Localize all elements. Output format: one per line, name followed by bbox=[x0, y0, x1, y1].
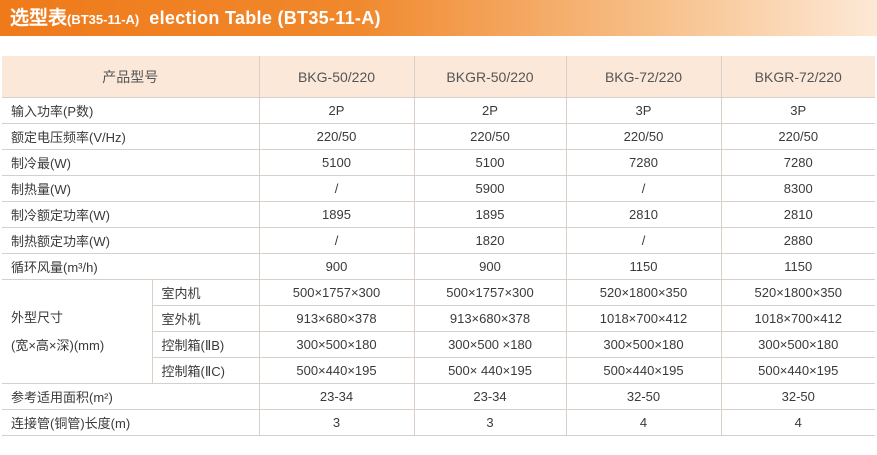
sub-row-label: 控制箱(ⅡB) bbox=[152, 331, 260, 358]
cell-value: 2810 bbox=[566, 201, 722, 228]
cell-value: 913×680×378 bbox=[414, 305, 567, 332]
row-label: 循环风量(m³/h) bbox=[2, 253, 260, 280]
cell-value: 2P bbox=[414, 97, 567, 124]
table-row: 参考适用面积(m²) 23-34 23-34 32-50 32-50 bbox=[2, 383, 875, 410]
cell-value: 2P bbox=[259, 97, 415, 124]
cell-value: 3P bbox=[721, 97, 875, 124]
cell-value: 2880 bbox=[721, 227, 875, 254]
cell-value: 900 bbox=[259, 253, 415, 280]
cell-value: 23-34 bbox=[414, 383, 567, 410]
row-label: 输入功率(P数) bbox=[2, 97, 260, 124]
cell-value: / bbox=[259, 227, 415, 254]
table-row: 连接管(铜管)长度(m) 3 3 4 4 bbox=[2, 409, 875, 436]
cell-value: 220/50 bbox=[721, 123, 875, 150]
cell-value: 3 bbox=[259, 409, 415, 436]
table-row: 制热额定功率(W) / 1820 / 2880 bbox=[2, 227, 875, 254]
cell-value: 300×500×180 bbox=[259, 331, 415, 358]
table-row: 控制箱(ⅡB) 300×500×180 300×500 ×180 300×500… bbox=[2, 331, 875, 358]
cell-value: 913×680×378 bbox=[259, 305, 415, 332]
cell-value: 1895 bbox=[414, 201, 567, 228]
row-label: 制冷最(W) bbox=[2, 149, 260, 176]
cell-value: 500×1757×300 bbox=[414, 279, 567, 306]
sub-row-label: 控制箱(ⅡC) bbox=[152, 357, 260, 384]
cell-value: 1018×700×412 bbox=[566, 305, 722, 332]
cell-value: / bbox=[566, 227, 722, 254]
header-model: BKGR-50/220 bbox=[414, 56, 567, 98]
cell-value: 300×500×180 bbox=[721, 331, 875, 358]
cell-value: 300×500 ×180 bbox=[414, 331, 567, 358]
cell-value: 1150 bbox=[566, 253, 722, 280]
cell-value: 5900 bbox=[414, 175, 567, 202]
cell-value: 520×1800×350 bbox=[721, 279, 875, 306]
row-label: 额定电压频率(V/Hz) bbox=[2, 123, 260, 150]
sub-row-label: 室内机 bbox=[152, 279, 260, 306]
sub-row-label: 室外机 bbox=[152, 305, 260, 332]
row-label: 制冷额定功率(W) bbox=[2, 201, 260, 228]
cell-value: 300×500×180 bbox=[566, 331, 722, 358]
cell-value: 23-34 bbox=[259, 383, 415, 410]
dimensions-label-line2: (宽×高×深)(mm) bbox=[11, 337, 105, 353]
cell-value: 1895 bbox=[259, 201, 415, 228]
header-model: BKG-72/220 bbox=[566, 56, 722, 98]
title-bar: 选型表(BT35-11-A) election Table (BT35-11-A) bbox=[0, 0, 877, 36]
cell-value: 5100 bbox=[414, 149, 567, 176]
cell-value: 520×1800×350 bbox=[566, 279, 722, 306]
title-en: election Table (BT35-11-A) bbox=[149, 8, 381, 28]
table-row: 外型尺寸 (宽×高×深)(mm) 室内机 500×1757×300 500×17… bbox=[2, 279, 875, 384]
title-cn: 选型表 bbox=[10, 8, 68, 29]
cell-value: 500×440×195 bbox=[259, 357, 415, 384]
table-row: 控制箱(ⅡC) 500×440×195 500× 440×195 500×440… bbox=[2, 357, 875, 384]
row-label: 连接管(铜管)长度(m) bbox=[2, 409, 260, 436]
cell-value: 1150 bbox=[721, 253, 875, 280]
table-row: 额定电压频率(V/Hz) 220/50 220/50 220/50 220/50 bbox=[2, 123, 875, 150]
table-title: 选型表(BT35-11-A) election Table (BT35-11-A) bbox=[10, 5, 381, 33]
header-model: BKG-50/220 bbox=[259, 56, 415, 98]
cell-value: 4 bbox=[721, 409, 875, 436]
cell-value: 220/50 bbox=[259, 123, 415, 150]
title-code: (BT35-11-A) bbox=[67, 12, 140, 27]
cell-value: 3P bbox=[566, 97, 722, 124]
table-row: 制冷额定功率(W) 1895 1895 2810 2810 bbox=[2, 201, 875, 228]
cell-value: 32-50 bbox=[566, 383, 722, 410]
cell-value: 7280 bbox=[566, 149, 722, 176]
cell-value: / bbox=[566, 175, 722, 202]
dimensions-group-label: 外型尺寸 (宽×高×深)(mm) bbox=[2, 279, 153, 384]
cell-value: 500× 440×195 bbox=[414, 357, 567, 384]
cell-value: / bbox=[259, 175, 415, 202]
table-row: 循环风量(m³/h) 900 900 1150 1150 bbox=[2, 253, 875, 280]
selection-table: 产品型号 BKG-50/220 BKGR-50/220 BKG-72/220 B… bbox=[2, 56, 875, 436]
cell-value: 1820 bbox=[414, 227, 567, 254]
cell-value: 500×440×195 bbox=[721, 357, 875, 384]
row-label: 制热量(W) bbox=[2, 175, 260, 202]
cell-value: 3 bbox=[414, 409, 567, 436]
cell-value: 220/50 bbox=[414, 123, 567, 150]
cell-value: 220/50 bbox=[566, 123, 722, 150]
row-label: 参考适用面积(m²) bbox=[2, 383, 260, 410]
table-row: 制冷最(W) 5100 5100 7280 7280 bbox=[2, 149, 875, 176]
cell-value: 500×1757×300 bbox=[259, 279, 415, 306]
cell-value: 8300 bbox=[721, 175, 875, 202]
header-model-label: 产品型号 bbox=[2, 56, 260, 98]
cell-value: 900 bbox=[414, 253, 567, 280]
dimensions-label-line1: 外型尺寸 bbox=[11, 309, 64, 325]
header-model: BKGR-72/220 bbox=[721, 56, 875, 98]
cell-value: 7280 bbox=[721, 149, 875, 176]
cell-value: 2810 bbox=[721, 201, 875, 228]
header-row: 产品型号 BKG-50/220 BKGR-50/220 BKG-72/220 B… bbox=[2, 56, 875, 98]
table-row: 输入功率(P数) 2P 2P 3P 3P bbox=[2, 97, 875, 124]
cell-value: 1018×700×412 bbox=[721, 305, 875, 332]
cell-value: 32-50 bbox=[721, 383, 875, 410]
table-row: 制热量(W) / 5900 / 8300 bbox=[2, 175, 875, 202]
cell-value: 5100 bbox=[259, 149, 415, 176]
cell-value: 500×440×195 bbox=[566, 357, 722, 384]
row-label: 制热额定功率(W) bbox=[2, 227, 260, 254]
cell-value: 4 bbox=[566, 409, 722, 436]
table-row: 室外机 913×680×378 913×680×378 1018×700×412… bbox=[2, 305, 875, 332]
